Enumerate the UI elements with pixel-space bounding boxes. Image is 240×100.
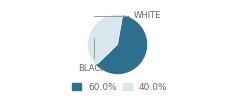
Text: BLACK: BLACK: [78, 38, 106, 73]
Wedge shape: [88, 14, 123, 65]
Wedge shape: [96, 15, 148, 74]
Legend: 60.0%, 40.0%: 60.0%, 40.0%: [69, 79, 171, 95]
Text: WHITE: WHITE: [94, 12, 162, 20]
